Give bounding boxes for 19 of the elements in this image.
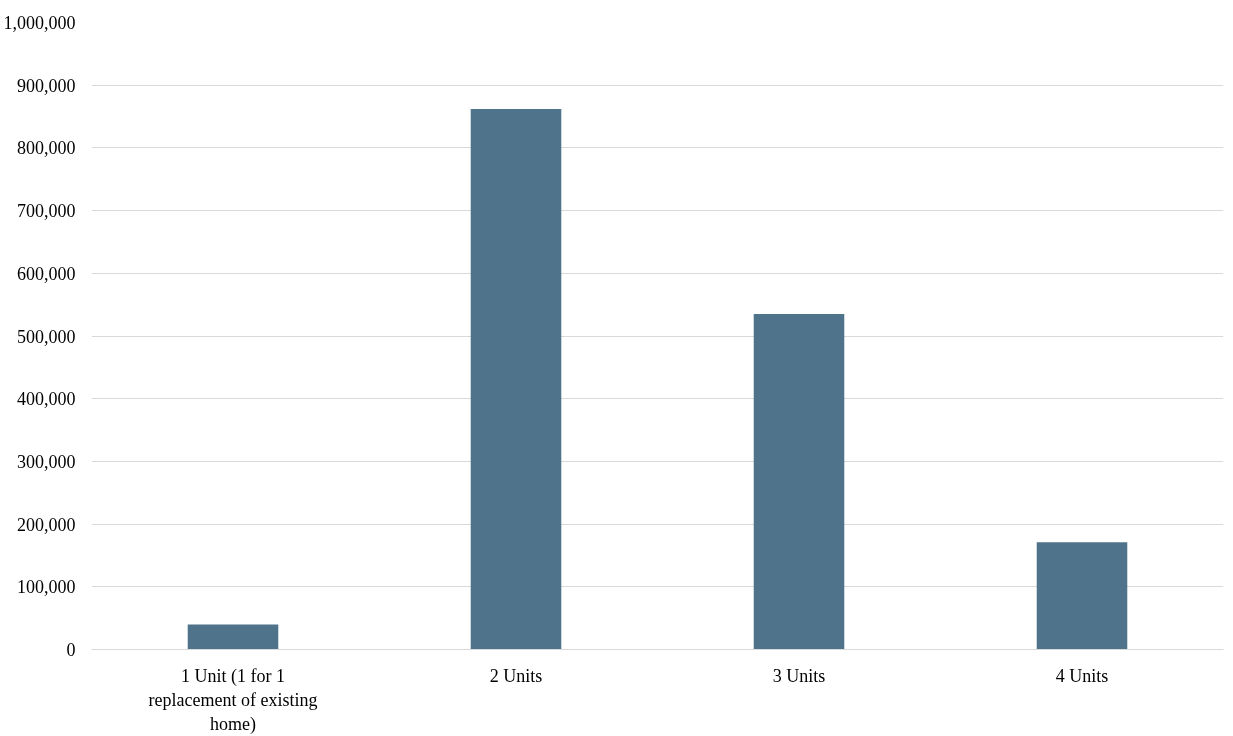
y-tick-label: 700,000 — [17, 201, 76, 222]
y-tick-label: 300,000 — [17, 451, 76, 472]
bar — [470, 109, 562, 650]
y-tick-label: 400,000 — [17, 389, 76, 410]
y-tick-label: 600,000 — [17, 263, 76, 284]
x-tick-label: 4 Units — [1055, 665, 1109, 686]
y-tick-label: 900,000 — [17, 75, 76, 96]
x-tick-label: 2 Units — [489, 665, 543, 686]
y-tick-label: 0 — [66, 640, 76, 660]
y-tick-label: 100,000 — [17, 577, 76, 598]
y-tick-label: 500,000 — [17, 326, 76, 347]
bar — [753, 314, 845, 650]
x-tick-label: 3 Units — [772, 665, 826, 686]
y-tick-label: 200,000 — [17, 514, 76, 535]
y-tick-label: 800,000 — [17, 138, 76, 159]
bar — [1036, 542, 1128, 650]
bar — [187, 624, 279, 650]
y-tick-label: 1,000,000 — [3, 13, 76, 33]
x-tick-label: 1 Unit (1 for 1 replacement of existing home) — [148, 665, 318, 735]
